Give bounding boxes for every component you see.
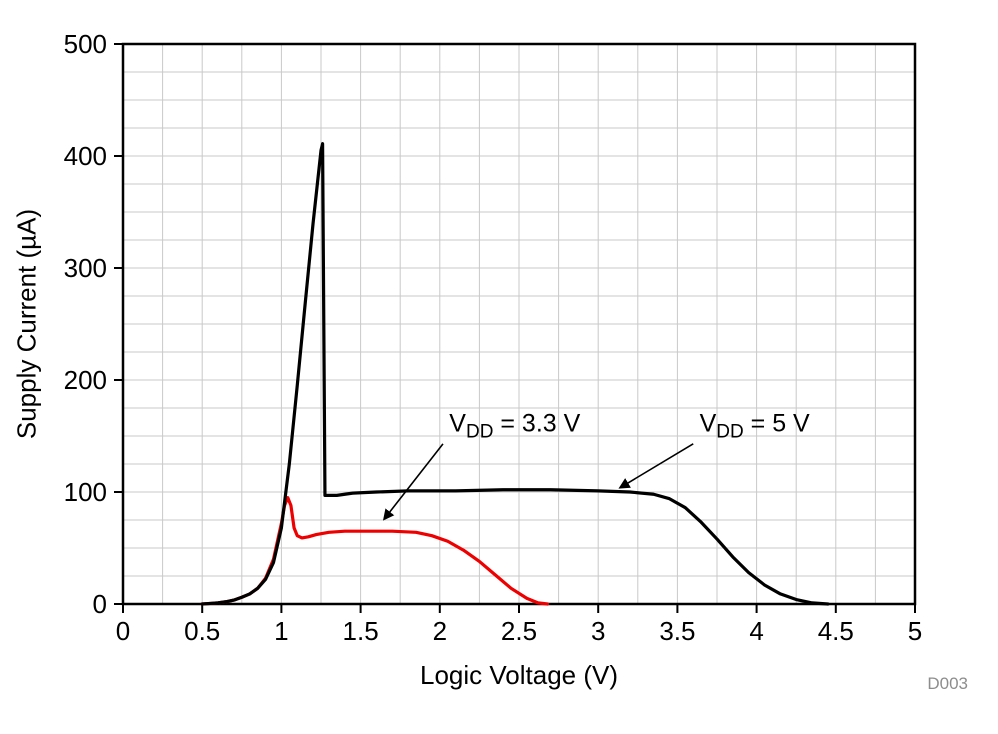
figure-id-watermark: D003 — [927, 674, 968, 693]
annotation-arrow — [618, 443, 694, 489]
series-vdd-5-v — [200, 142, 830, 606]
annotation-label: VDD = 3.3 V — [449, 410, 580, 443]
x-tick-label: 0.5 — [184, 616, 220, 646]
x-tick-label: 5 — [908, 616, 922, 646]
x-tick-label: 1 — [274, 616, 288, 646]
y-tick-label: 100 — [64, 477, 107, 507]
annotation-label: VDD = 5 V — [700, 410, 810, 443]
x-axis-title: Logic Voltage (V) — [419, 660, 619, 690]
x-tick-label: 4 — [749, 616, 763, 646]
x-tick-label: 3 — [591, 616, 605, 646]
x-tick-label: 2.5 — [501, 616, 537, 646]
x-tick-label: 4.5 — [818, 616, 854, 646]
x-tick-label: 0 — [116, 616, 130, 646]
y-tick-label: 200 — [64, 365, 107, 395]
y-tick-label: 300 — [64, 253, 107, 283]
y-tick-label: 400 — [64, 141, 107, 171]
x-tick-label: 3.5 — [659, 616, 695, 646]
y-tick-label: 0 — [93, 589, 107, 619]
x-tick-label: 1.5 — [343, 616, 379, 646]
y-tick-label: 500 — [64, 29, 107, 59]
series-vdd-3-3-v — [200, 496, 550, 606]
x-tick-label: 2 — [433, 616, 447, 646]
annotation-arrow — [382, 443, 444, 521]
